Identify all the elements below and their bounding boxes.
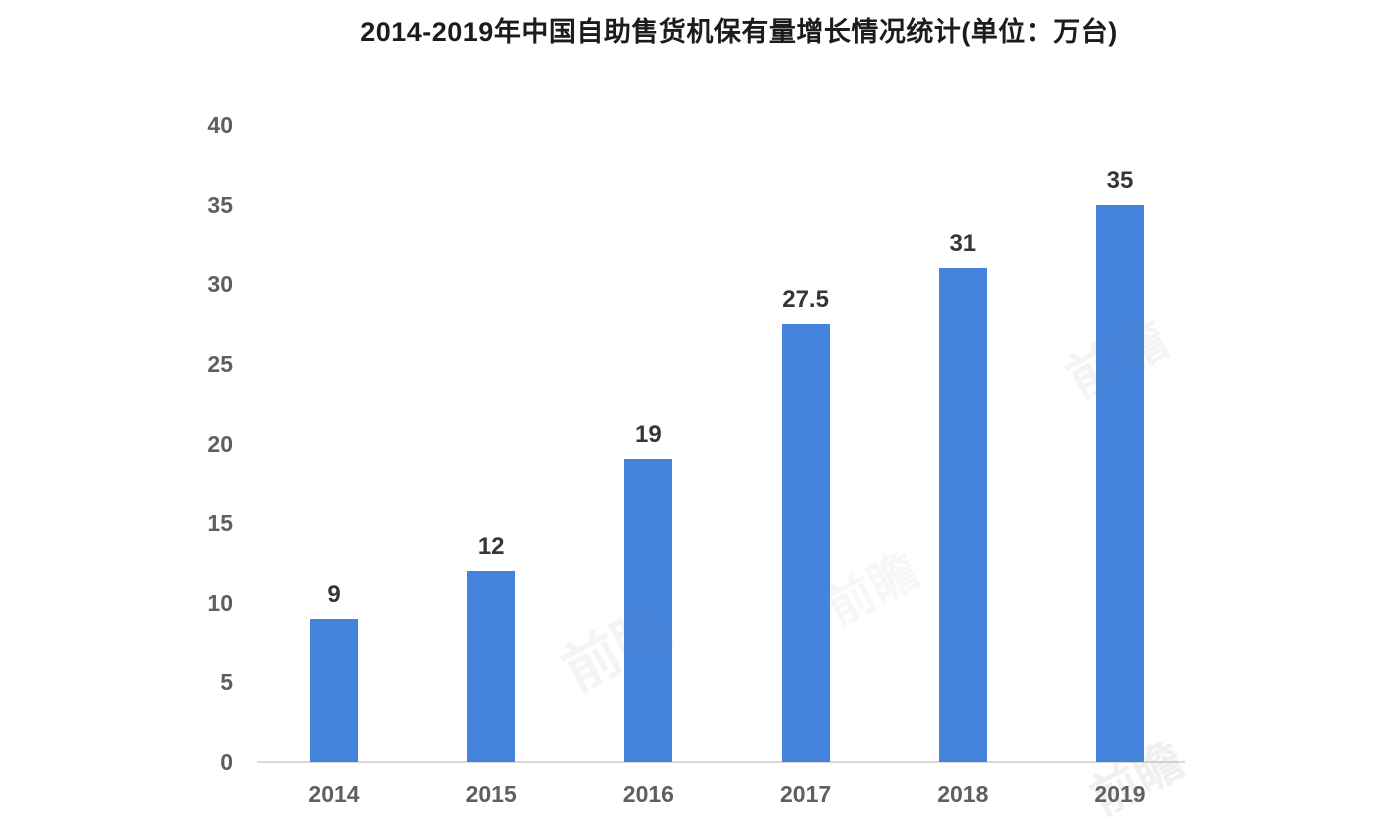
bar-value-label: 35 bbox=[1106, 166, 1134, 194]
x-tick-label: 2016 bbox=[622, 781, 674, 807]
y-tick-label: 15 bbox=[207, 510, 233, 537]
bar-2018 bbox=[938, 268, 987, 762]
y-tick-label: 25 bbox=[207, 350, 233, 377]
bar-value-label: 19 bbox=[635, 421, 662, 449]
bar-2016 bbox=[624, 459, 673, 762]
x-tick-label: 2018 bbox=[937, 781, 989, 807]
x-tick-label: 2017 bbox=[780, 781, 832, 807]
y-tick-label: 40 bbox=[207, 112, 233, 138]
y-tick-label: 35 bbox=[207, 191, 233, 218]
bar-value-label: 31 bbox=[949, 230, 977, 258]
bar-value-label: 9 bbox=[327, 580, 341, 608]
x-tick-label: 2015 bbox=[465, 781, 517, 807]
x-tick-label: 2014 bbox=[308, 781, 360, 807]
bar-value-label: 27.5 bbox=[782, 286, 829, 314]
y-tick-label: 20 bbox=[207, 430, 233, 457]
x-tick-label: 2019 bbox=[1094, 781, 1146, 807]
bar-2014 bbox=[310, 618, 358, 762]
y-tick-label: 10 bbox=[207, 589, 233, 616]
x-axis-line bbox=[257, 761, 1185, 763]
y-tick-label: 30 bbox=[207, 271, 233, 298]
y-tick-label: 5 bbox=[220, 669, 233, 696]
chart-title: 2014-2019年中国自助售货机保有量增长情况统计(单位：万台) bbox=[360, 17, 1118, 47]
bar-2019 bbox=[1096, 204, 1144, 762]
y-tick-label: 0 bbox=[220, 749, 233, 775]
bar-value-label: 12 bbox=[477, 532, 505, 560]
bar-2017 bbox=[781, 324, 830, 762]
bar-2015 bbox=[467, 570, 516, 762]
